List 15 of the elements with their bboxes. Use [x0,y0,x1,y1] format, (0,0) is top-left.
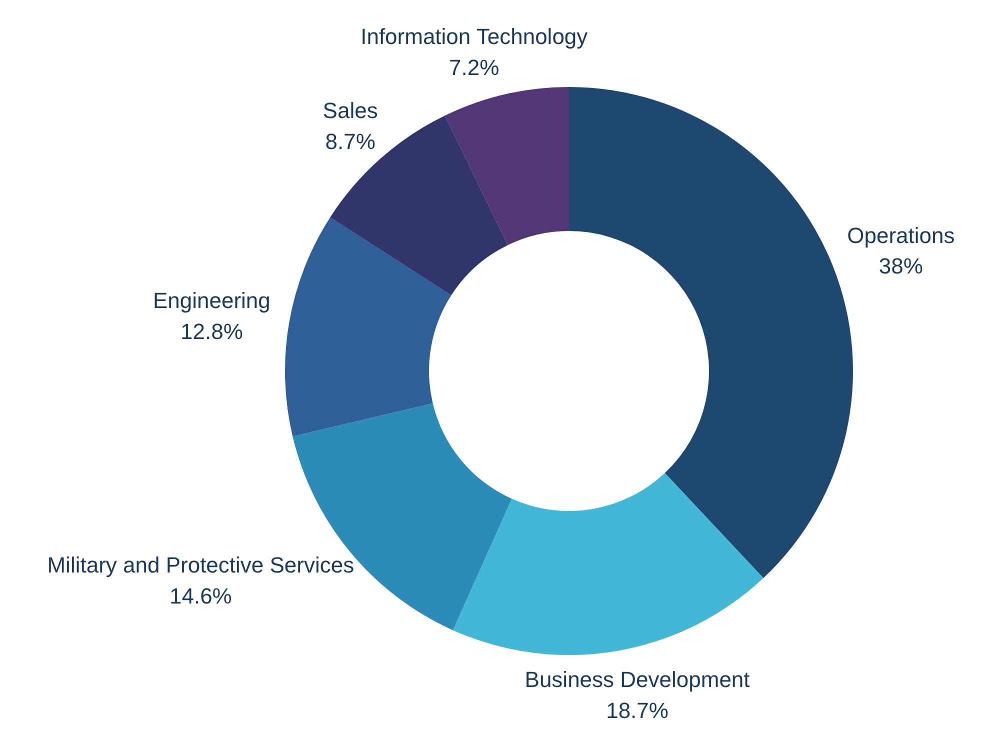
donut-slice [444,87,569,246]
data-label: 18.7% [606,697,668,722]
data-label: 12.8% [180,318,243,344]
donut-slice [452,473,764,655]
slice-label: Military and Protective Services [47,552,354,578]
slice-label: Operations [847,222,955,248]
slice-label: Engineering [152,288,270,313]
donut-slice [285,217,452,436]
slice-label: Sales [322,98,378,123]
data-label: 7.2% [449,54,500,80]
slice-label: Business Development [524,666,750,692]
slice-label: Information Technology [360,23,588,48]
data-label: 38% [878,253,923,278]
data-label: 14.6% [170,582,232,608]
data-label: 8.7% [325,128,376,154]
